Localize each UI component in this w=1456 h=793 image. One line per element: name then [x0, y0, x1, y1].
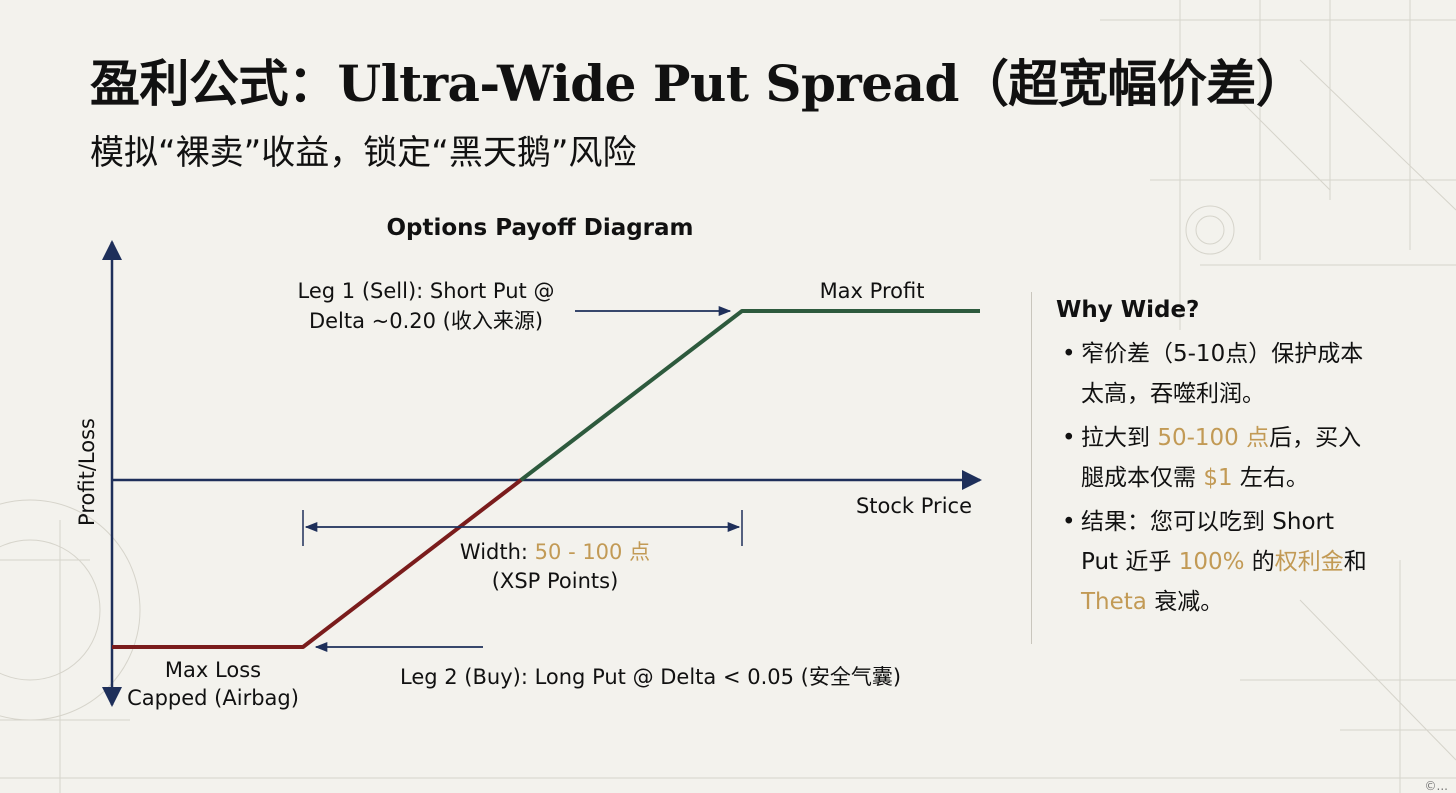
page-subtitle: 模拟“裸卖”收益，锁定“黑天鹅”风险 [90, 133, 637, 173]
bullet-3-line1: 结果：您可以吃到 Short [1081, 509, 1335, 535]
bullet-3-text: Put 近乎 [1081, 549, 1179, 575]
bullet-3-highlight-percent: 100% [1178, 549, 1245, 575]
diagram-title: Options Payoff Diagram [386, 215, 693, 241]
bullet-3-highlight-theta: Theta [1081, 589, 1147, 615]
page-title: 盈利公式：Ultra-Wide Put Spread（超宽幅价差） [90, 54, 1306, 113]
width-unit: (XSP Points) [492, 569, 619, 593]
bullet-2-line2-end: 左右。 [1232, 465, 1309, 491]
max-loss-label-line2: Capped (Airbag) [127, 686, 299, 710]
bullet-widen-spread: 拉大到 50-100 点后，买入 腿成本仅需 $1 左右。 [1056, 418, 1416, 498]
bullet-1-line1: 窄价差（5-10点）保护成本 [1081, 341, 1364, 367]
width-label-prefix: Width: [460, 540, 535, 564]
corner-watermark: ©... [1424, 779, 1448, 793]
max-loss-label-line1: Max Loss [165, 658, 261, 682]
max-profit-label: Max Profit [820, 279, 925, 303]
leg1-label-line1: Leg 1 (Sell): Short Put @ [298, 279, 555, 303]
bullet-2-highlight-points: 50-100 点 [1157, 425, 1270, 451]
bullet-2-text: 拉大到 [1081, 425, 1158, 451]
why-wide-panel: Why Wide? 窄价差（5-10点）保护成本 太高，吞噬利润。 拉大到 50… [1056, 292, 1416, 626]
payoff-profit-segment [519, 309, 980, 482]
width-value: 50 - 100 点 [535, 540, 650, 564]
payoff-loss-segment [112, 478, 523, 649]
bullet-3-text-and: 和 [1343, 549, 1367, 575]
y-axis-label: Profit/Loss [75, 418, 99, 526]
why-wide-list: 窄价差（5-10点）保护成本 太高，吞噬利润。 拉大到 50-100 点后，买入… [1056, 334, 1416, 622]
bullet-2-line2: 腿成本仅需 [1081, 465, 1204, 491]
bullet-3-highlight-premium: 权利金 [1274, 549, 1344, 575]
leg2-label: Leg 2 (Buy): Long Put @ Delta < 0.05 (安全… [400, 665, 901, 689]
bullet-2-text-mid: 后，买入 [1269, 425, 1362, 451]
bullet-3-text-end: 衰减。 [1146, 589, 1224, 615]
width-label: Width: 50 - 100 点 [460, 540, 650, 564]
bullet-2-highlight-cost: $1 [1203, 465, 1233, 491]
bullet-3-text-mid: 的 [1244, 549, 1275, 575]
panel-divider [1031, 292, 1032, 644]
x-axis-label: Stock Price [856, 494, 972, 518]
leg1-label-line2: Delta ~0.20 (收入来源) [309, 309, 543, 333]
bullet-1-line2: 太高，吞噬利润。 [1081, 381, 1265, 407]
bullet-narrow-cost: 窄价差（5-10点）保护成本 太高，吞噬利润。 [1056, 334, 1416, 414]
why-wide-heading: Why Wide? [1056, 297, 1200, 323]
bullet-result: 结果：您可以吃到 Short Put 近乎 100% 的权利金和 Theta 衰… [1056, 502, 1416, 622]
